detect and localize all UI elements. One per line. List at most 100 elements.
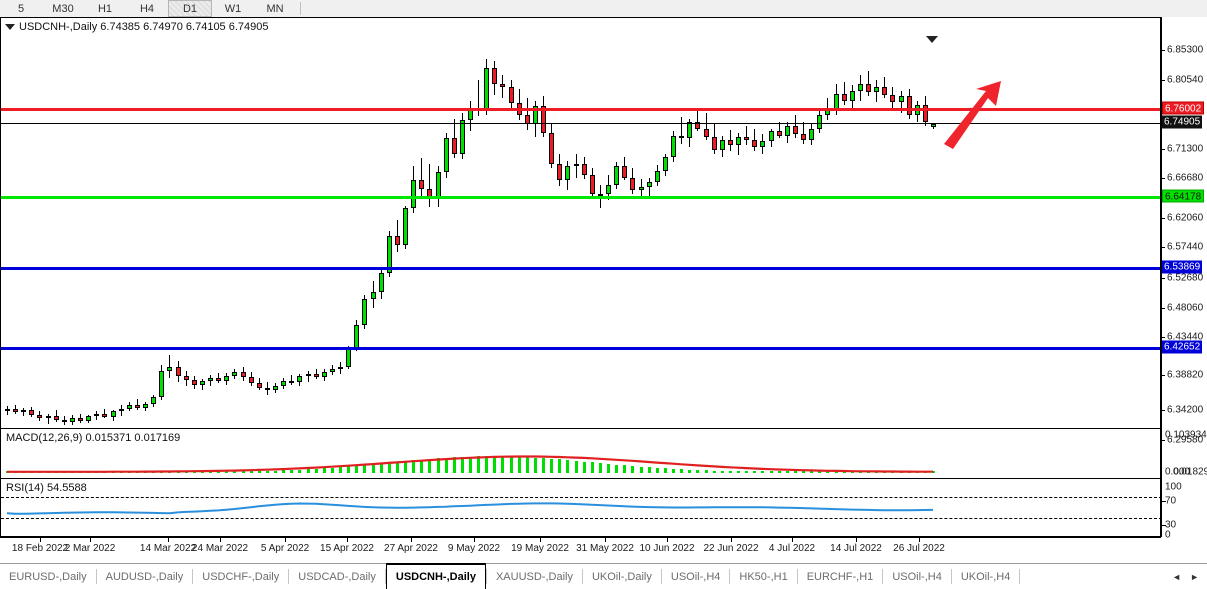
price-tag-6.74905[interactable]: 6.74905: [1162, 115, 1203, 129]
date-axis-label: 10 Jun 2022: [639, 543, 695, 554]
timeframe-w1[interactable]: W1: [224, 2, 242, 15]
rsi-pane[interactable]: RSI(14) 54.5588: [0, 479, 1161, 537]
candle-body: [931, 123, 936, 128]
candle-wick: [697, 109, 698, 132]
macd-histogram-bar: [737, 471, 740, 473]
candle-body: [411, 180, 416, 209]
candle-body: [809, 128, 814, 140]
candle-body: [119, 408, 124, 412]
price-axis[interactable]: 6.85300 6.80540 6.71300 6.66680 6.62060 6.574…: [1161, 17, 1207, 541]
timeframe-5[interactable]: 5: [17, 2, 25, 15]
price-pane[interactable]: USDCNH-,Daily 6.74385 6.74970 6.74105 6.…: [0, 17, 1161, 429]
macd-histogram-bar: [526, 457, 529, 473]
macd-histogram-bar: [648, 467, 651, 473]
macd-histogram-bar: [810, 471, 813, 473]
rsi-level-70: [1, 496, 1160, 498]
timeframe-m30[interactable]: M30: [52, 2, 74, 15]
candle-body: [395, 236, 400, 245]
candle-wick: [681, 117, 682, 145]
price-axis-label: 6.48060: [1167, 302, 1204, 314]
candle-body: [444, 138, 449, 173]
candle-body: [760, 141, 765, 147]
price-tag-6.76002[interactable]: 6.76002: [1162, 101, 1205, 115]
candle-body: [379, 272, 384, 293]
rsi-level-tick: [1161, 501, 1166, 503]
macd-histogram-bar: [298, 469, 301, 473]
candle-body: [249, 377, 254, 383]
rsi-axis-label: 100: [1165, 481, 1182, 493]
macd-histogram-bar: [623, 465, 626, 473]
candle-body: [728, 139, 733, 146]
level-line-support-blue-2[interactable]: [1, 347, 1160, 350]
level-line-support-green[interactable]: [1, 196, 1160, 199]
date-axis-label: 14 Jul 2022: [830, 543, 882, 554]
macd-pane[interactable]: MACD(12,26,9) 0.015371 0.017169: [0, 429, 1161, 479]
date-axis-tick: [285, 537, 286, 542]
macd-histogram-bar: [932, 471, 935, 473]
tab-separator: [660, 569, 662, 584]
tab-ukoil--h4[interactable]: UKOil-,H4: [960, 570, 1011, 583]
tab-usdcnh--daily[interactable]: USDCNH-,Daily: [385, 563, 486, 589]
macd-histogram-bar: [761, 471, 764, 473]
tab-xauusd--daily[interactable]: XAUUSD-,Daily: [495, 570, 573, 583]
macd-histogram-bar: [225, 471, 228, 473]
date-axis-tick: [667, 537, 668, 542]
tab-eurchf--h1[interactable]: EURCHF-,H1: [806, 570, 874, 583]
chart-tab-bar[interactable]: EURUSD-,Daily AUDUSD-,Daily USDCHF-,Daily U…: [0, 563, 1207, 589]
date-axis-tick: [731, 537, 732, 542]
candle-body: [167, 366, 172, 371]
candle-body: [46, 416, 51, 419]
tab-usoil--h4[interactable]: USOil-,H4: [670, 570, 721, 583]
price-tag-6.53869[interactable]: 6.53869: [1162, 260, 1203, 274]
tab-usoil--h4[interactable]: USOil-,H4: [892, 570, 942, 583]
tab-usdchf--daily[interactable]: USDCHF-,Daily: [202, 570, 280, 583]
timeframe-h1[interactable]: H1: [97, 2, 113, 15]
tab-scroll-controls[interactable]: ◄ ►: [1164, 564, 1207, 589]
macd-histogram-bar: [786, 471, 789, 473]
timeframe-h4[interactable]: H4: [139, 2, 155, 15]
candle-body: [679, 135, 684, 139]
level-line-resistance-red[interactable]: [1, 108, 1160, 111]
macd-histogram-bar: [477, 456, 480, 473]
timeframe-mn[interactable]: MN: [266, 2, 284, 15]
candle-wick: [429, 163, 430, 208]
macd-histogram-bar: [307, 469, 310, 473]
timeframe-d1[interactable]: D1: [168, 0, 212, 17]
tab-audusd--daily[interactable]: AUDUSD-,Daily: [105, 570, 184, 583]
price-tag-6.64178[interactable]: 6.64178: [1162, 189, 1205, 203]
tab-separator: [581, 569, 583, 584]
macd-histogram-bar: [518, 456, 521, 473]
macd-histogram-bar: [323, 468, 326, 473]
tab-separator: [729, 569, 731, 584]
macd-histogram-bar: [250, 471, 253, 473]
macd-histogram-bar: [575, 460, 578, 473]
price-axis-label: 6.38820: [1167, 369, 1204, 381]
level-line-support-blue-1[interactable]: [1, 267, 1160, 270]
rsi-level-30: [1, 517, 1160, 519]
macd-histogram-bar: [485, 456, 488, 473]
level-line-current-price[interactable]: [1, 123, 1160, 124]
triangle-down-icon[interactable]: [5, 24, 15, 30]
tab-scroll-right-icon[interactable]: ►: [1190, 571, 1199, 582]
macd-histogram-bar: [615, 464, 618, 473]
candle-body: [565, 166, 570, 181]
macd-histogram-bar: [818, 471, 821, 473]
date-axis-line: [0, 537, 1161, 538]
price-tag-6.42652[interactable]: 6.42652: [1162, 340, 1203, 354]
candle-body: [257, 382, 262, 388]
tab-usdcad--daily[interactable]: USDCAD-,Daily: [298, 570, 376, 583]
tab-ukoil--daily[interactable]: UKOil-,Daily: [591, 570, 652, 583]
price-axis-tick: [1161, 337, 1165, 338]
candle-body: [192, 379, 197, 385]
macd-histogram-bar: [826, 471, 829, 473]
candle-body: [354, 324, 359, 348]
candle-wick: [478, 79, 479, 117]
chart-area[interactable]: USDCNH-,Daily 6.74385 6.74970 6.74105 6.…: [0, 17, 1207, 563]
tab-scroll-left-icon[interactable]: ◄: [1172, 571, 1182, 582]
candle-body: [436, 172, 441, 199]
candle-body: [630, 177, 635, 191]
tab-eurusd--daily[interactable]: EURUSD-,Daily: [9, 570, 87, 583]
tab-hk50--h1[interactable]: HK50-,H1: [739, 570, 788, 583]
candle-body: [752, 139, 757, 147]
date-axis[interactable]: 18 Feb 2022 2 Mar 2022 14 Mar 2022 24 Mar 2…: [0, 537, 1161, 563]
